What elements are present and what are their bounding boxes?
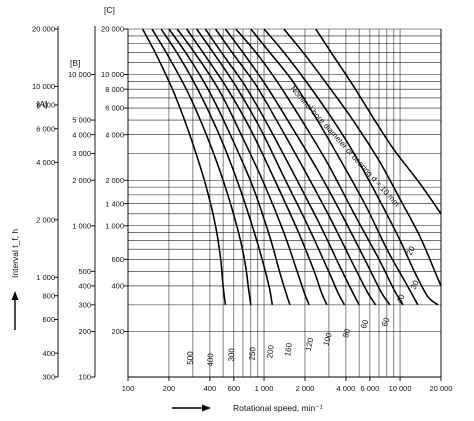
x-tick-label: 2 000 bbox=[296, 384, 315, 393]
series-label-250: 250 bbox=[248, 346, 258, 360]
y-tick-label: 4 000 bbox=[105, 130, 124, 139]
series-line-160 bbox=[186, 28, 328, 306]
series-label-400: 400 bbox=[206, 353, 215, 367]
curve-annotation: Nominal bore diameter of bearing d = 10 … bbox=[288, 84, 401, 208]
x-tick-label: 20 000 bbox=[430, 384, 453, 393]
series-label-200: 200 bbox=[265, 344, 275, 359]
series-line-500 bbox=[141, 28, 227, 305]
y-tick-label: 100 bbox=[78, 373, 91, 382]
y-tick-label: 6 000 bbox=[36, 124, 55, 133]
y-tick-label: 2 000 bbox=[36, 215, 55, 224]
y-tick-label: 300 bbox=[78, 300, 91, 309]
x-tick-label: 6 000 bbox=[360, 384, 379, 393]
y-tick-label: 200 bbox=[111, 327, 124, 336]
series-label-120: 120 bbox=[304, 336, 316, 351]
x-axis-title: Rotational speed, min⁻¹ bbox=[233, 403, 323, 413]
y-tick-label: 800 bbox=[42, 291, 55, 300]
x-tick-label: 400 bbox=[204, 384, 217, 393]
y-tick-label: 1 000 bbox=[105, 221, 124, 230]
series-line-120 bbox=[196, 28, 346, 306]
series-line-250 bbox=[168, 28, 291, 306]
y-tick-label: 2 000 bbox=[72, 176, 91, 185]
y-tick-label: 300 bbox=[42, 373, 55, 382]
y-tick-label: 200 bbox=[78, 327, 91, 336]
y-tick-label: 10 000 bbox=[68, 70, 91, 79]
series-label-60: 60 bbox=[380, 316, 392, 328]
series-label-300: 300 bbox=[227, 348, 236, 362]
y-tick-label: 2 000 bbox=[105, 176, 124, 185]
y-tick-label: 5 000 bbox=[72, 116, 91, 125]
series-line-80 bbox=[214, 28, 377, 306]
y-tick-label: 8 000 bbox=[105, 85, 124, 94]
series-line-60 bbox=[235, 28, 404, 306]
y-tick-label: 10 000 bbox=[101, 70, 124, 79]
series-line-30 bbox=[263, 28, 439, 306]
series-line-20 bbox=[283, 28, 442, 287]
y-tick-label: 1 000 bbox=[72, 221, 91, 230]
y-tick-label: 3 000 bbox=[72, 149, 91, 158]
y-tick-label: 6 000 bbox=[105, 104, 124, 113]
x-tick-label: 200 bbox=[163, 384, 176, 393]
series-line-300 bbox=[160, 28, 274, 305]
y-tick-label: 8 000 bbox=[36, 101, 55, 110]
x-tick-label: 4 000 bbox=[337, 384, 356, 393]
y-tick-label: 400 bbox=[42, 349, 55, 358]
scale-letter: [B] bbox=[70, 58, 80, 68]
y-tick-label: 400 bbox=[111, 282, 124, 291]
chart-curves bbox=[141, 28, 442, 306]
y-tick-label: 10 000 bbox=[32, 82, 55, 91]
series-line-10 bbox=[315, 28, 442, 215]
y-tick-label: 600 bbox=[42, 315, 55, 324]
y-axis-arrow-head bbox=[11, 291, 19, 300]
y-tick-label: 20 000 bbox=[32, 25, 55, 34]
series-label-60: 60 bbox=[359, 318, 371, 330]
y-axis-title: Interval t_f, h bbox=[10, 229, 20, 278]
y-tick-label: 1 000 bbox=[36, 273, 55, 282]
y-tick-label: 4 000 bbox=[72, 130, 91, 139]
x-tick-label: 1 000 bbox=[255, 384, 274, 393]
y-tick-label: 1 400 bbox=[105, 199, 124, 208]
series-line-400 bbox=[151, 28, 252, 305]
scale-letter: [C] bbox=[104, 5, 115, 15]
chart-axes bbox=[11, 26, 442, 412]
scale-letter: [A] bbox=[37, 99, 47, 109]
series-line-40 bbox=[250, 28, 419, 306]
series-label-30: 30 bbox=[409, 278, 421, 290]
series-label-80: 80 bbox=[341, 327, 352, 339]
y-tick-label: 500 bbox=[78, 267, 91, 276]
series-label-100: 100 bbox=[321, 331, 333, 347]
series-line-100 bbox=[204, 28, 360, 306]
series-label-160: 160 bbox=[283, 342, 294, 357]
series-line-60 bbox=[224, 28, 391, 306]
y-tick-label: 20 000 bbox=[101, 25, 124, 34]
y-tick-label: 400 bbox=[78, 282, 91, 291]
y-tick-label: 4 000 bbox=[36, 158, 55, 167]
x-axis-arrow-head bbox=[202, 404, 211, 412]
x-tick-label: 10 000 bbox=[389, 384, 412, 393]
series-label-40: 40 bbox=[395, 293, 407, 305]
x-tick-label: 600 bbox=[228, 384, 241, 393]
y-tick-label: 600 bbox=[111, 255, 124, 264]
x-tick-label: 100 bbox=[122, 384, 135, 393]
series-label-500: 500 bbox=[186, 351, 195, 365]
series-line-200 bbox=[176, 28, 310, 306]
